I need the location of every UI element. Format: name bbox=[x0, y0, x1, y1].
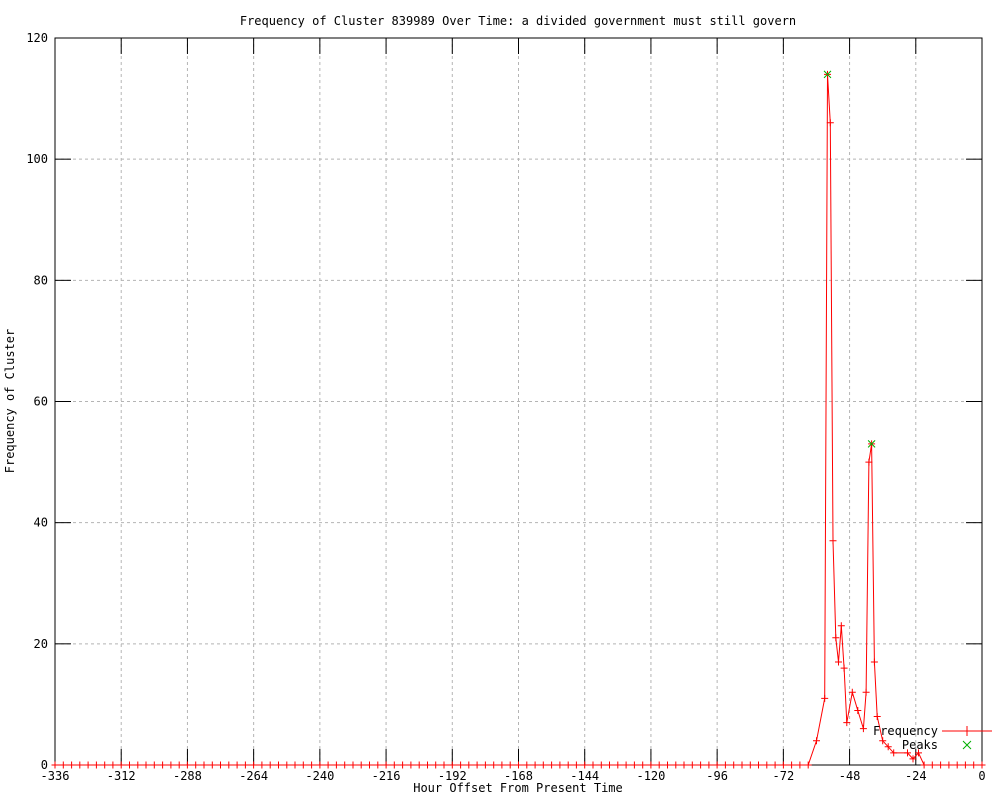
x-tick-label: 0 bbox=[978, 769, 985, 783]
x-tick-label: -120 bbox=[636, 769, 665, 783]
legend-frequency-label: Frequency bbox=[873, 724, 938, 738]
x-tick-label: -264 bbox=[239, 769, 268, 783]
x-tick-label: -168 bbox=[504, 769, 533, 783]
x-tick-label: -96 bbox=[706, 769, 728, 783]
legend-peaks-label: Peaks bbox=[902, 738, 938, 752]
x-tick-label: -192 bbox=[438, 769, 467, 783]
x-tick-label: -216 bbox=[372, 769, 401, 783]
y-tick-label: 120 bbox=[26, 31, 48, 45]
legend: Frequency Peaks bbox=[873, 724, 992, 752]
y-tick-label: 80 bbox=[34, 273, 48, 287]
legend-peaks-cross-icon bbox=[962, 740, 972, 750]
x-tick-label: -48 bbox=[839, 769, 861, 783]
y-tick-label: 60 bbox=[34, 395, 48, 409]
peak-cross-markers bbox=[823, 70, 876, 448]
legend-frequency-plus-icon bbox=[962, 726, 972, 736]
x-tick-label: -240 bbox=[305, 769, 334, 783]
x-tick-label: -312 bbox=[107, 769, 136, 783]
chart-title: Frequency of Cluster 839989 Over Time: a… bbox=[240, 14, 796, 28]
x-axis-title: Hour Offset From Present Time bbox=[413, 781, 623, 795]
y-tick-label: 40 bbox=[34, 516, 48, 530]
x-tick-label: -144 bbox=[570, 769, 599, 783]
y-axis-title: Frequency of Cluster bbox=[3, 329, 17, 474]
plot-render-layer: -336 -312 -288 -264 -240 -216 -192 -168 -144 -120… bbox=[26, 31, 985, 783]
frequency-plus-markers bbox=[51, 70, 986, 769]
y-tick-label: 0 bbox=[41, 758, 48, 772]
frequency-line bbox=[55, 74, 982, 766]
y-tick-label: 100 bbox=[26, 152, 48, 166]
x-tick-label: -72 bbox=[773, 769, 795, 783]
y-tick-label: 20 bbox=[34, 637, 48, 651]
x-tick-label: -24 bbox=[905, 769, 927, 783]
x-tick-label: -336 bbox=[41, 769, 70, 783]
x-tick-label: -288 bbox=[173, 769, 202, 783]
